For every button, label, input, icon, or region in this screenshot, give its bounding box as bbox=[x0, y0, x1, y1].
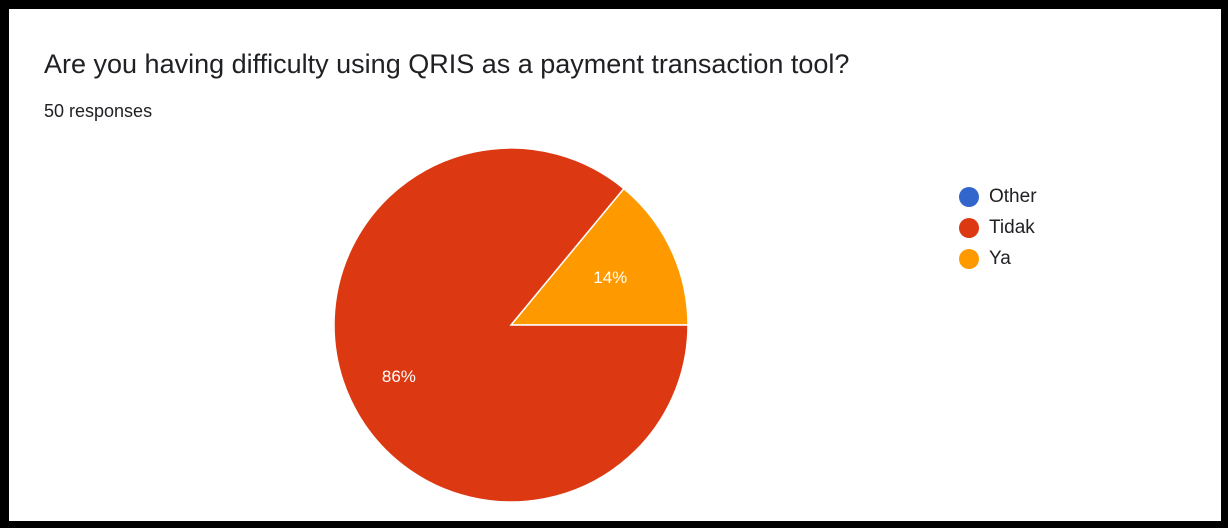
pie-slice-ya[interactable] bbox=[509, 187, 689, 326]
pie-label-ya: 14% bbox=[593, 268, 627, 287]
legend-swatch-other bbox=[959, 186, 979, 207]
legend-item-ya[interactable]: Ya bbox=[959, 243, 1037, 274]
legend-item-tidak[interactable]: Tidak bbox=[959, 212, 1037, 243]
legend-label-ya: Ya bbox=[989, 247, 1011, 269]
legend-label-tidak: Tidak bbox=[989, 216, 1035, 238]
legend-item-other[interactable]: Other bbox=[959, 181, 1037, 212]
pie-label-tidak: 86% bbox=[382, 367, 416, 386]
legend-swatch-tidak bbox=[959, 217, 979, 238]
legend-swatch-ya bbox=[959, 248, 979, 269]
question-title: Are you having difficulty using QRIS as … bbox=[44, 49, 850, 79]
chart-legend: Other Tidak Ya bbox=[959, 181, 1037, 274]
response-count: 50 responses bbox=[44, 101, 153, 121]
legend-label-other: Other bbox=[989, 185, 1037, 207]
pie-slice-tidak[interactable] bbox=[333, 147, 689, 503]
pie-chart: 14% 86% bbox=[333, 147, 689, 503]
